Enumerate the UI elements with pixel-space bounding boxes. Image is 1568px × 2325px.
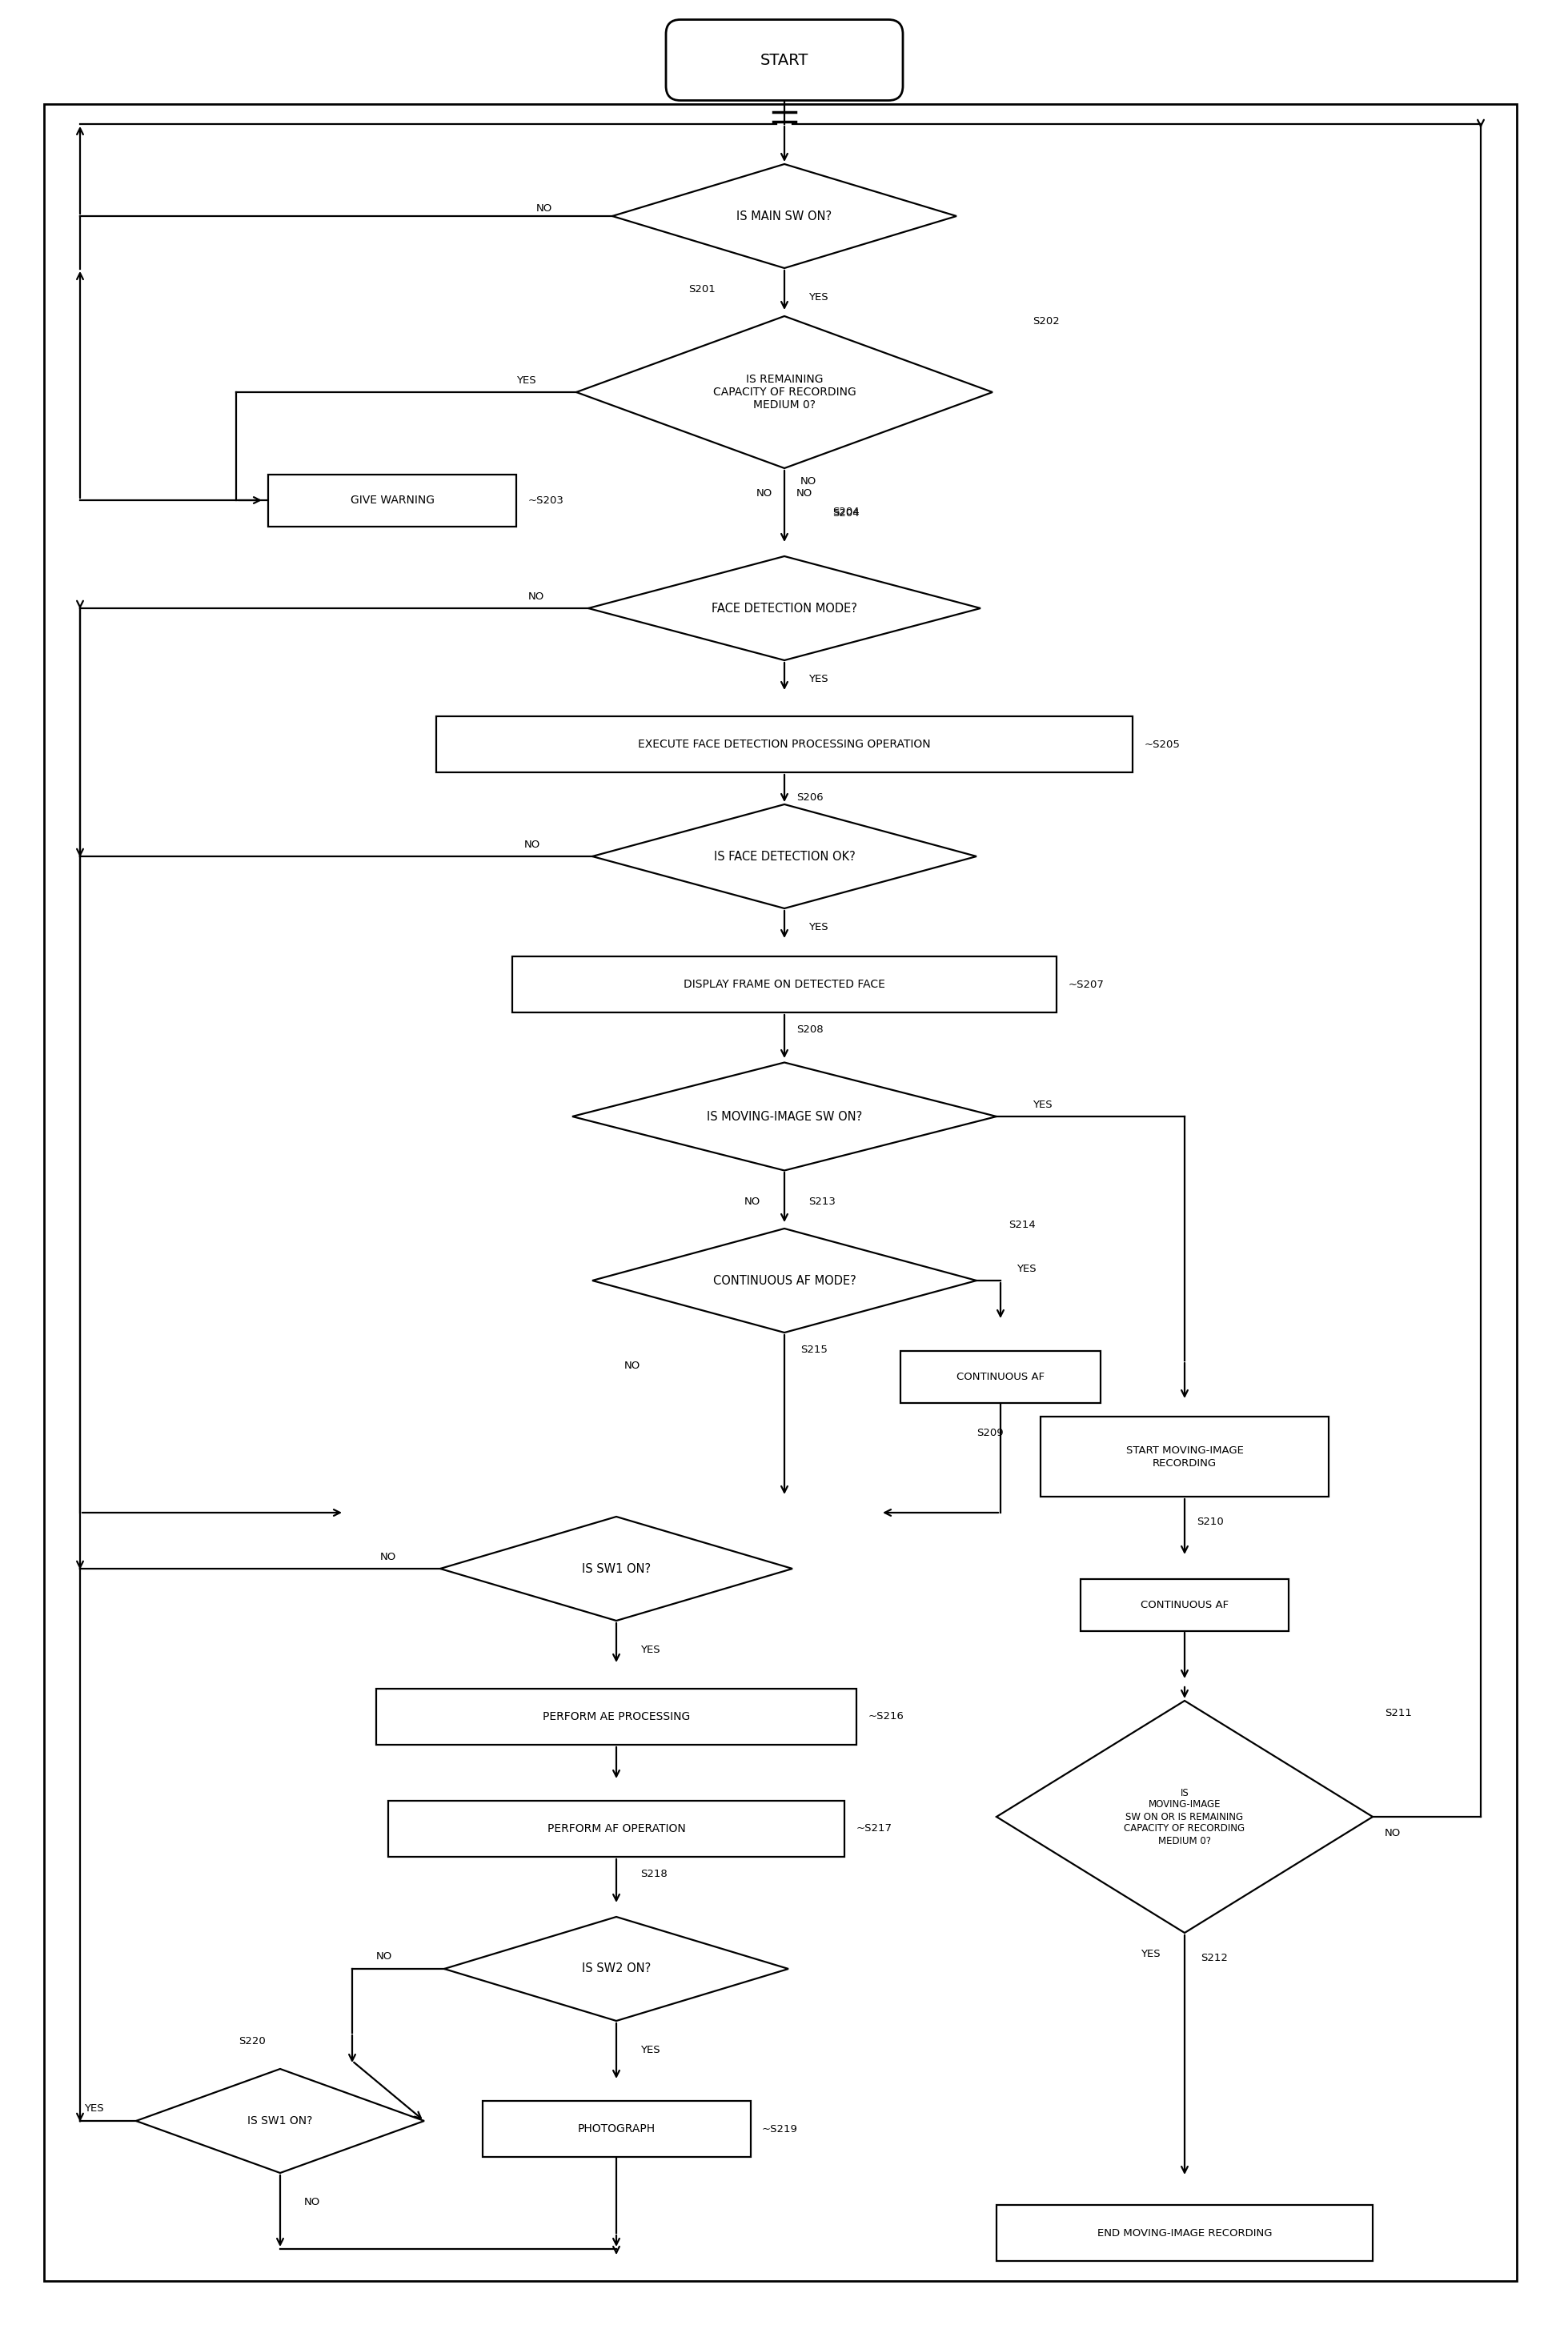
- Text: CONTINUOUS AF: CONTINUOUS AF: [1140, 1600, 1229, 1609]
- Text: IS SW1 ON?: IS SW1 ON?: [582, 1562, 651, 1574]
- Text: NO: NO: [756, 488, 773, 498]
- Text: IS MOVING-IMAGE SW ON?: IS MOVING-IMAGE SW ON?: [707, 1111, 862, 1123]
- Text: YES: YES: [1016, 1262, 1036, 1274]
- Bar: [1041, 1416, 1328, 1497]
- Text: START: START: [760, 53, 809, 67]
- FancyBboxPatch shape: [666, 19, 903, 100]
- Bar: [268, 474, 516, 525]
- Text: IS MAIN SW ON?: IS MAIN SW ON?: [737, 209, 833, 223]
- Text: NO: NO: [745, 1197, 760, 1207]
- Text: IS
MOVING-IMAGE
SW ON OR IS REMAINING
CAPACITY OF RECORDING
MEDIUM 0?: IS MOVING-IMAGE SW ON OR IS REMAINING CA…: [1124, 1788, 1245, 1846]
- Text: S206: S206: [797, 793, 823, 802]
- Text: NO: NO: [1385, 1827, 1400, 1839]
- Bar: [436, 716, 1132, 772]
- Text: START MOVING-IMAGE
RECORDING: START MOVING-IMAGE RECORDING: [1126, 1446, 1243, 1467]
- Text: GIVE WARNING: GIVE WARNING: [350, 495, 434, 507]
- Text: CONTINUOUS AF: CONTINUOUS AF: [956, 1372, 1044, 1381]
- Polygon shape: [997, 1700, 1372, 1932]
- Text: S204: S204: [833, 507, 859, 516]
- Text: DISPLAY FRAME ON DETECTED FACE: DISPLAY FRAME ON DETECTED FACE: [684, 979, 886, 990]
- Text: YES: YES: [809, 293, 828, 302]
- Text: S220: S220: [238, 2037, 265, 2046]
- Text: YES: YES: [1142, 1948, 1160, 1960]
- Text: IS REMAINING
CAPACITY OF RECORDING
MEDIUM 0?: IS REMAINING CAPACITY OF RECORDING MEDIU…: [713, 374, 856, 412]
- Polygon shape: [577, 316, 993, 467]
- Text: YES: YES: [85, 2104, 103, 2113]
- Text: ~S205: ~S205: [1145, 739, 1181, 749]
- Text: YES: YES: [640, 2046, 660, 2055]
- Text: S209: S209: [977, 1428, 1004, 1437]
- Text: YES: YES: [809, 674, 828, 684]
- Text: END MOVING-IMAGE RECORDING: END MOVING-IMAGE RECORDING: [1098, 2227, 1272, 2239]
- Text: YES: YES: [1032, 1100, 1052, 1109]
- Text: ~S207: ~S207: [1068, 979, 1104, 990]
- Text: NO: NO: [624, 1360, 640, 1372]
- Text: S201: S201: [688, 284, 715, 295]
- Polygon shape: [613, 165, 956, 267]
- Text: S214: S214: [1008, 1218, 1035, 1230]
- Text: S218: S218: [640, 1869, 668, 1879]
- Polygon shape: [593, 1228, 977, 1332]
- Text: S211: S211: [1385, 1707, 1411, 1718]
- Text: YES: YES: [809, 923, 828, 932]
- Text: YES: YES: [516, 374, 536, 386]
- Text: PERFORM AF OPERATION: PERFORM AF OPERATION: [547, 1823, 685, 1834]
- Text: ~S203: ~S203: [528, 495, 564, 505]
- Text: FACE DETECTION MODE?: FACE DETECTION MODE?: [712, 602, 858, 614]
- Polygon shape: [572, 1063, 997, 1169]
- Text: ~S216: ~S216: [869, 1711, 905, 1723]
- Text: NO: NO: [304, 2197, 320, 2206]
- Text: PERFORM AE PROCESSING: PERFORM AE PROCESSING: [543, 1711, 690, 1723]
- Text: EXECUTE FACE DETECTION PROCESSING OPERATION: EXECUTE FACE DETECTION PROCESSING OPERAT…: [638, 739, 931, 751]
- Polygon shape: [588, 556, 980, 660]
- Text: YES: YES: [640, 1644, 660, 1655]
- Text: PHOTOGRAPH: PHOTOGRAPH: [577, 2123, 655, 2134]
- Bar: [376, 1688, 856, 1744]
- Text: ~S219: ~S219: [762, 2123, 798, 2134]
- Text: NO: NO: [379, 1551, 397, 1562]
- Text: S208: S208: [797, 1025, 823, 1035]
- Polygon shape: [136, 2069, 425, 2174]
- Polygon shape: [444, 1916, 789, 2020]
- Text: IS SW2 ON?: IS SW2 ON?: [582, 1962, 651, 1974]
- Text: S204: S204: [833, 509, 859, 518]
- Text: S212: S212: [1201, 1953, 1228, 1962]
- Polygon shape: [593, 804, 977, 909]
- Text: IS SW1 ON?: IS SW1 ON?: [248, 2116, 312, 2127]
- Bar: [900, 1351, 1101, 1402]
- Bar: [1080, 1579, 1289, 1630]
- Bar: [513, 956, 1057, 1011]
- Bar: [997, 2204, 1372, 2260]
- Text: S213: S213: [809, 1197, 836, 1207]
- Bar: [389, 1802, 845, 1858]
- Text: ~S217: ~S217: [856, 1823, 892, 1834]
- Bar: [483, 2102, 751, 2158]
- Text: NO: NO: [376, 1951, 392, 1962]
- Polygon shape: [441, 1516, 792, 1621]
- Text: NO: NO: [528, 591, 544, 602]
- Text: IS FACE DETECTION OK?: IS FACE DETECTION OK?: [713, 851, 855, 863]
- Text: NO: NO: [800, 477, 817, 486]
- Text: S215: S215: [800, 1344, 828, 1355]
- Text: NO: NO: [797, 488, 812, 498]
- Text: CONTINUOUS AF MODE?: CONTINUOUS AF MODE?: [713, 1274, 856, 1286]
- Text: NO: NO: [524, 839, 541, 849]
- Text: S202: S202: [1032, 316, 1060, 326]
- Text: S210: S210: [1196, 1516, 1223, 1528]
- Text: NO: NO: [536, 202, 552, 214]
